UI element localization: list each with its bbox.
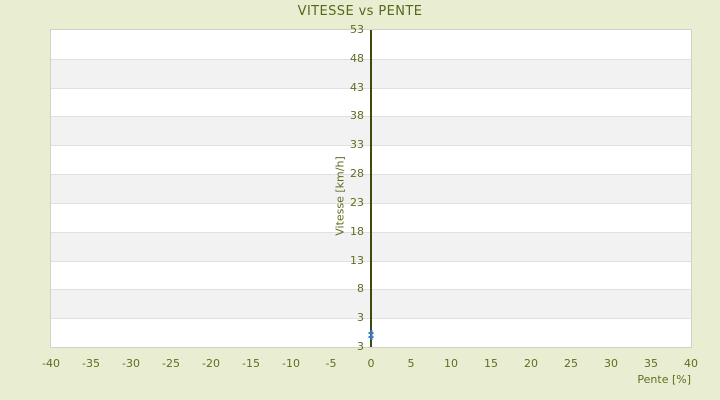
y-tick-label: 53 — [350, 23, 364, 36]
x-tick-label: -30 — [122, 357, 140, 370]
y-tick-label: 13 — [350, 253, 364, 267]
x-tick-label: 15 — [484, 357, 498, 370]
data-point-marker — [368, 334, 374, 341]
x-tick-label: -10 — [282, 357, 300, 370]
x-tick-label: -15 — [242, 357, 260, 370]
x-tick-label: 20 — [524, 357, 538, 370]
y-tick-label: 48 — [350, 51, 364, 65]
x-tick-label: -5 — [325, 357, 337, 370]
plot-area: 53 48 43 38 33 28 23 18 13 8 3 3 — [50, 23, 692, 353]
y-axis-line — [370, 30, 372, 347]
x-tick-label: -35 — [82, 357, 100, 370]
x-tick-label: -25 — [162, 357, 180, 370]
x-tick-label: -20 — [202, 357, 220, 370]
y-tick-label: 18 — [350, 224, 364, 238]
x-tick-label: 0 — [367, 357, 375, 370]
y-tick-label: 38 — [350, 109, 364, 123]
y-tick-label: 3 — [357, 340, 364, 353]
data-point-marker — [368, 330, 374, 337]
x-tick-label: 35 — [644, 357, 658, 370]
chart-title: VITESSE vs PENTE — [297, 4, 423, 19]
y-tick-label: 3 — [357, 311, 364, 325]
y-tick-label: 28 — [350, 167, 364, 181]
y-axis-title: Vitesse [km/h] — [333, 156, 347, 236]
y-tick-label: 43 — [350, 80, 364, 94]
x-tick-label: 10 — [444, 357, 458, 370]
x-axis-title: Pente [%] — [637, 373, 691, 386]
x-tick-label: 5 — [407, 357, 415, 370]
x-tick-label: 40 — [684, 357, 698, 370]
x-tick-label: 25 — [564, 357, 578, 370]
x-tick-label: -40 — [42, 357, 60, 370]
x-tick-label: 30 — [604, 357, 618, 370]
y-tick-label: 8 — [357, 282, 364, 296]
y-tick-label: 23 — [350, 195, 364, 209]
y-tick-label: 33 — [350, 138, 364, 152]
